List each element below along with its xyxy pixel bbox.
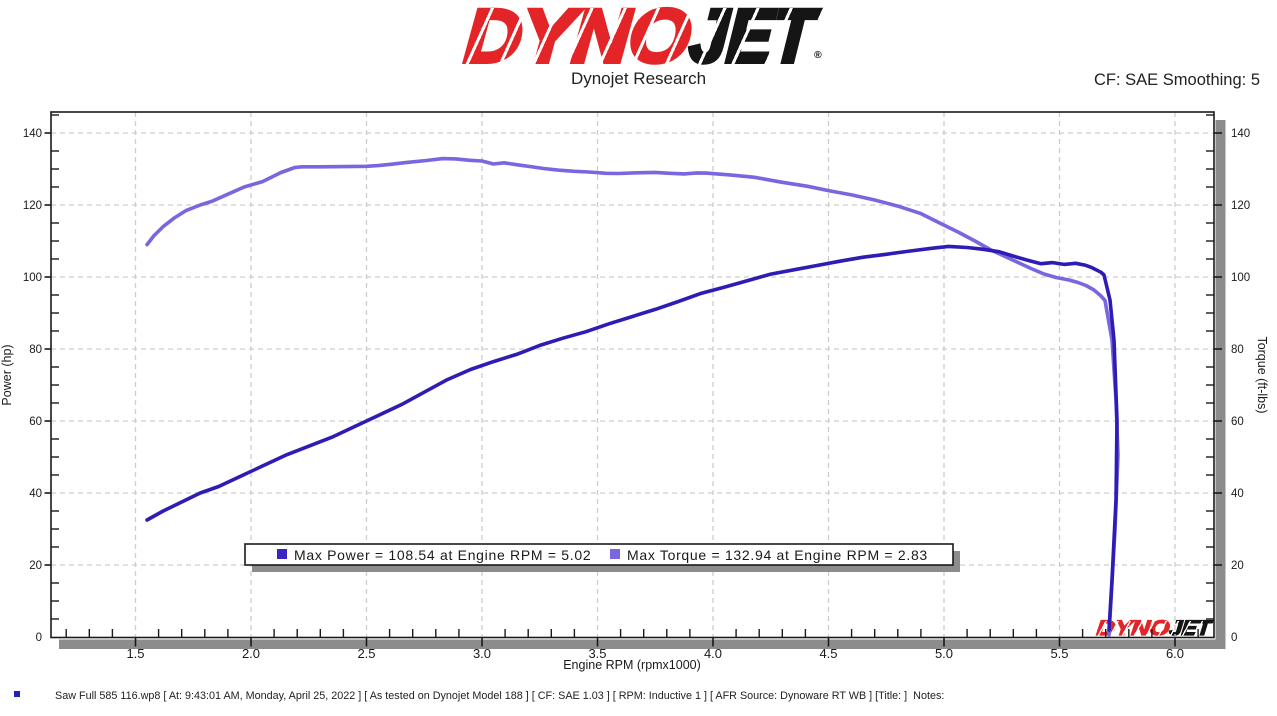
svg-text:5.5: 5.5 [1050, 646, 1068, 661]
svg-text:120: 120 [23, 200, 42, 212]
svg-text:2.0: 2.0 [242, 646, 260, 661]
svg-text:20: 20 [1231, 560, 1244, 572]
svg-text:60: 60 [1231, 416, 1244, 428]
svg-text:40: 40 [29, 488, 42, 500]
svg-text:0: 0 [1231, 632, 1237, 644]
svg-text:140: 140 [1231, 128, 1250, 140]
svg-text:2.5: 2.5 [357, 646, 375, 661]
svg-text:Max Torque = 132.94 at Engine: Max Torque = 132.94 at Engine RPM = 2.83 [627, 547, 928, 563]
svg-text:Power (hp): Power (hp) [0, 344, 14, 405]
svg-text:Torque (ft-lbs): Torque (ft-lbs) [1255, 336, 1269, 413]
svg-text:3.5: 3.5 [588, 646, 606, 661]
svg-text:Max Power = 108.54 at Engine R: Max Power = 108.54 at Engine RPM = 5.02 [294, 547, 591, 563]
svg-text:3.0: 3.0 [473, 646, 491, 661]
svg-text:Engine RPM (rpmx1000): Engine RPM (rpmx1000) [563, 658, 701, 672]
svg-text:40: 40 [1231, 488, 1244, 500]
svg-text:80: 80 [29, 344, 42, 356]
svg-text:20: 20 [29, 560, 42, 572]
svg-text:80: 80 [1231, 344, 1244, 356]
svg-text:120: 120 [1231, 200, 1250, 212]
svg-text:1.5: 1.5 [126, 646, 144, 661]
svg-text:0: 0 [36, 632, 42, 644]
svg-text:100: 100 [23, 272, 42, 284]
svg-text:140: 140 [23, 128, 42, 140]
svg-text:5.0: 5.0 [935, 646, 953, 661]
svg-text:100: 100 [1231, 272, 1250, 284]
svg-text:4.0: 4.0 [704, 646, 722, 661]
svg-text:4.5: 4.5 [819, 646, 837, 661]
svg-text:6.0: 6.0 [1166, 646, 1184, 661]
svg-text:60: 60 [29, 416, 42, 428]
